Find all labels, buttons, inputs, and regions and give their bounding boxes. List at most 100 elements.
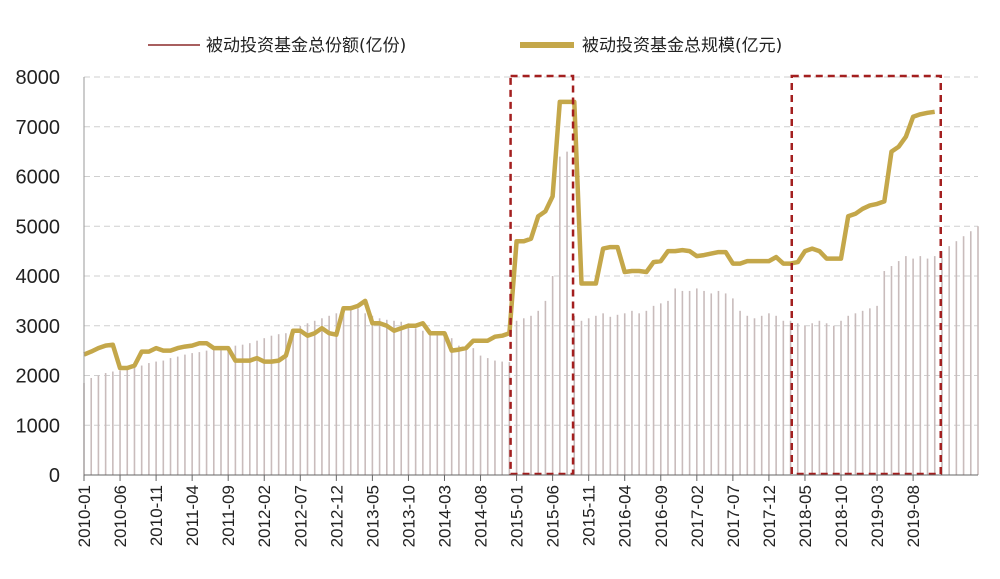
bar: [609, 316, 612, 475]
bar: [638, 313, 640, 475]
bar: [537, 310, 540, 475]
bar: [191, 353, 193, 475]
bar: [342, 310, 345, 475]
bar: [249, 343, 251, 475]
highlight-box: [790, 74, 942, 476]
bar: [796, 323, 799, 475]
bar: [739, 310, 741, 475]
bar: [299, 325, 302, 475]
bar: [227, 346, 229, 475]
x-tick-label: 2017-07: [724, 485, 743, 547]
x-tick-label: 2019-03: [868, 485, 887, 547]
x-tick-label: 2013-05: [363, 485, 382, 547]
y-tick-label: 3000: [16, 316, 61, 338]
bar: [414, 328, 417, 475]
bar: [364, 313, 366, 475]
x-tick-label: 2013-10: [399, 485, 418, 547]
bar: [559, 156, 561, 475]
legend-label-scale: 被动投资基金总规模(亿元): [582, 36, 782, 56]
bar: [883, 271, 886, 475]
bar: [602, 313, 604, 475]
bar: [407, 323, 410, 475]
bar: [321, 318, 323, 475]
bar: [176, 356, 179, 475]
x-tick-label: 2010-11: [147, 485, 166, 546]
bar: [400, 321, 403, 475]
x-tick-label: 2014-08: [472, 485, 491, 547]
bar: [775, 315, 777, 475]
bar: [155, 361, 157, 475]
bar: [306, 323, 309, 475]
bar: [522, 318, 525, 475]
highlight-box: [509, 74, 575, 476]
bar: [486, 358, 489, 475]
y-tick-label: 5000: [16, 216, 61, 238]
bar: [220, 348, 222, 475]
bar: [746, 315, 749, 475]
bar: [861, 310, 864, 475]
bar: [515, 320, 518, 475]
x-tick-label: 2012-07: [291, 485, 310, 547]
bar: [912, 258, 914, 475]
bar: [847, 315, 850, 475]
bar: [349, 305, 352, 475]
bar: [760, 315, 763, 475]
y-tick-label: 4000: [16, 266, 61, 288]
bar: [717, 290, 720, 475]
bar: [876, 305, 878, 475]
bar: [450, 338, 453, 475]
bar: [897, 261, 900, 475]
bar: [90, 377, 93, 475]
bar: [681, 290, 684, 475]
bar: [926, 258, 929, 475]
bar: [710, 293, 713, 475]
x-tick-label: 2017-02: [688, 485, 707, 547]
x-tick-label: 2015-06: [544, 485, 563, 547]
bar: [919, 256, 922, 475]
y-tick-label: 1000: [16, 415, 61, 437]
bar: [652, 305, 655, 475]
bar: [566, 151, 568, 475]
bar: [465, 345, 467, 475]
bar: [422, 330, 424, 475]
bar: [969, 231, 972, 475]
bar: [768, 313, 770, 475]
bar: [429, 330, 431, 475]
bar: [724, 293, 727, 475]
bar-series-shares: [83, 151, 979, 475]
bar: [840, 320, 842, 475]
bar: [948, 246, 950, 475]
bar: [205, 350, 208, 475]
bar: [378, 318, 381, 475]
bar: [818, 320, 821, 475]
x-tick-label: 2018-10: [832, 485, 851, 547]
y-tick-label: 2000: [16, 366, 61, 388]
bar: [623, 313, 626, 475]
bar: [112, 371, 114, 475]
bar: [97, 375, 100, 475]
x-tick-label: 2015-11: [580, 485, 599, 546]
bar: [313, 320, 316, 475]
bar: [357, 308, 359, 475]
bar: [530, 315, 532, 475]
x-tick-label: 2011-04: [183, 485, 202, 546]
y-tick-label: 8000: [16, 67, 61, 89]
bar: [616, 314, 619, 475]
x-tick-label: 2018-05: [796, 485, 815, 547]
bar: [933, 256, 936, 475]
y-tick-label: 7000: [16, 117, 61, 139]
bar: [386, 319, 388, 475]
bar: [905, 256, 907, 475]
bar: [667, 300, 669, 475]
bar: [580, 320, 583, 475]
bar: [869, 308, 871, 475]
bar: [753, 318, 756, 475]
bar: [371, 315, 374, 475]
bar: [234, 345, 237, 475]
bar: [659, 303, 662, 475]
bar: [494, 360, 496, 475]
bar: [631, 310, 633, 475]
bar: [140, 365, 143, 475]
x-tick-label: 2011-09: [219, 485, 238, 546]
bar: [256, 340, 258, 475]
